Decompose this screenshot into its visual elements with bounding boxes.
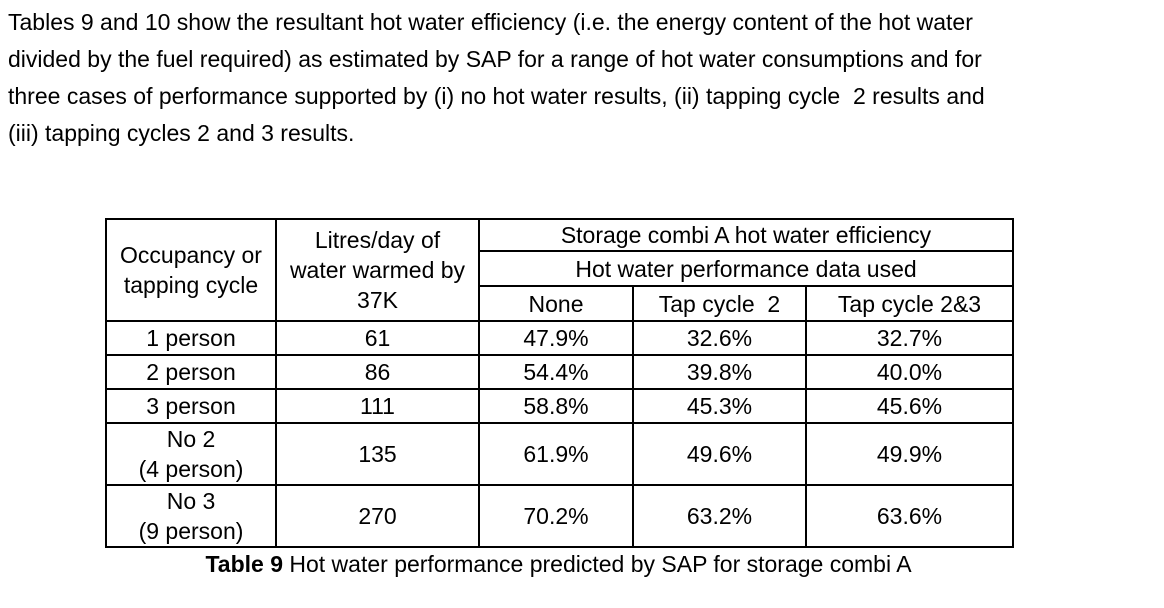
cell-occupancy: 1 person <box>105 320 277 356</box>
caption-text: Hot water performance predicted by SAP f… <box>289 551 912 577</box>
cell-litres: 270 <box>275 484 480 548</box>
header-group-subtitle: Hot water performance data used <box>477 250 1015 287</box>
cell-tap-cycle-2and3: 63.6% <box>804 484 1015 548</box>
cell-none: 70.2% <box>478 484 634 548</box>
cell-none: 54.4% <box>478 354 634 390</box>
cell-none: 58.8% <box>478 388 634 424</box>
cell-none: 61.9% <box>478 422 634 486</box>
cell-tap-cycle-2: 63.2% <box>632 484 807 548</box>
header-row-group-subtitle: Hot water performance data used <box>106 250 1015 287</box>
table-row: No 3 (9 person) 270 70.2% 63.2% 63.6% <box>105 484 1015 548</box>
table-row: 1 person 61 47.9% 32.6% 32.7% <box>105 320 1015 356</box>
cell-tap-cycle-2and3: 32.7% <box>804 320 1015 356</box>
header-litres-per-day: Litres/day of water warmed by 37K <box>275 218 480 322</box>
intro-paragraph: Tables 9 and 10 show the resultant hot w… <box>8 9 985 146</box>
header-group-title: Storage combi A hot water efficiency <box>477 218 1015 252</box>
table-row: 3 person 111 58.8% 45.3% 45.6% <box>105 388 1015 424</box>
cell-tap-cycle-2: 39.8% <box>632 354 807 390</box>
cell-occupancy: 2 person <box>105 354 277 390</box>
header-col-none: None <box>478 285 634 322</box>
hot-water-efficiency-table: Occupancy or tapping cycle Litres/day of… <box>105 218 1015 548</box>
table-row: 2 person 86 54.4% 39.8% 40.0% <box>105 354 1015 390</box>
header-occupancy: Occupancy or tapping cycle <box>105 218 277 322</box>
header-col-tap-cycle-2: Tap cycle 2 <box>632 285 807 322</box>
header-row-group-title: Occupancy or tapping cycle Litres/day of… <box>105 218 1015 322</box>
cell-litres: 135 <box>275 422 480 486</box>
cell-occupancy: No 3 (9 person) <box>105 484 277 548</box>
header-col-tap-cycle-2and3: Tap cycle 2&3 <box>804 285 1015 322</box>
table-row: No 2 (4 person) 135 61.9% 49.6% 49.9% <box>105 422 1015 486</box>
caption-label: Table 9 <box>205 551 283 577</box>
cell-tap-cycle-2: 32.6% <box>632 320 807 356</box>
cell-litres: 61 <box>275 320 480 356</box>
table-caption: Table 9 Hot water performance predicted … <box>105 549 1012 579</box>
header-row-subcolumns: None Tap cycle 2 Tap cycle 2&3 <box>106 285 1015 322</box>
cell-tap-cycle-2: 49.6% <box>632 422 807 486</box>
cell-tap-cycle-2and3: 40.0% <box>804 354 1015 390</box>
cell-none: 47.9% <box>478 320 634 356</box>
cell-occupancy: No 2 (4 person) <box>105 422 277 486</box>
cell-tap-cycle-2and3: 49.9% <box>804 422 1015 486</box>
cell-occupancy: 3 person <box>105 388 277 424</box>
cell-tap-cycle-2and3: 45.6% <box>804 388 1015 424</box>
cell-litres: 111 <box>275 388 480 424</box>
cell-litres: 86 <box>275 354 480 390</box>
cell-tap-cycle-2: 45.3% <box>632 388 807 424</box>
